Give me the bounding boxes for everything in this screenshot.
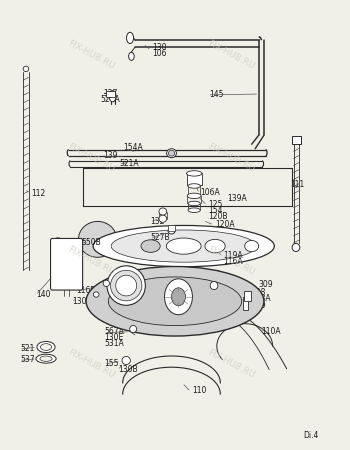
- Ellipse shape: [40, 356, 52, 361]
- FancyBboxPatch shape: [50, 238, 83, 290]
- Ellipse shape: [159, 215, 167, 222]
- Ellipse shape: [129, 52, 134, 60]
- Text: 148: 148: [251, 288, 265, 297]
- Text: 527A: 527A: [100, 95, 120, 104]
- Text: 119A: 119A: [223, 251, 243, 260]
- Ellipse shape: [107, 266, 145, 305]
- Circle shape: [164, 279, 193, 315]
- Text: Di.4: Di.4: [303, 432, 318, 441]
- Ellipse shape: [188, 184, 201, 188]
- Ellipse shape: [78, 221, 117, 257]
- Text: 154: 154: [208, 206, 222, 215]
- Ellipse shape: [167, 149, 176, 158]
- Text: 119: 119: [98, 293, 112, 302]
- Ellipse shape: [86, 266, 264, 336]
- Ellipse shape: [127, 32, 133, 44]
- Text: 145: 145: [209, 90, 224, 99]
- Text: 154A: 154A: [124, 144, 143, 153]
- Circle shape: [172, 288, 186, 306]
- Ellipse shape: [111, 230, 256, 262]
- Ellipse shape: [187, 171, 202, 176]
- Ellipse shape: [103, 280, 110, 287]
- Ellipse shape: [93, 225, 274, 267]
- Text: 116B: 116B: [77, 286, 96, 295]
- Text: FIX-HUB.RU: FIX-HUB.RU: [66, 245, 116, 277]
- Bar: [168, 225, 175, 231]
- Text: FIX-HUB.RU: FIX-HUB.RU: [66, 38, 116, 71]
- Ellipse shape: [116, 275, 136, 296]
- Text: FIX-HUB.RU: FIX-HUB.RU: [206, 348, 256, 380]
- Text: 130: 130: [152, 43, 167, 52]
- Ellipse shape: [205, 239, 225, 253]
- Text: 537: 537: [20, 355, 35, 364]
- Ellipse shape: [23, 66, 29, 72]
- Text: n: n: [55, 236, 60, 243]
- Text: 140: 140: [36, 290, 51, 299]
- Ellipse shape: [36, 354, 56, 363]
- Text: FIX-HUB.RU: FIX-HUB.RU: [206, 142, 256, 174]
- Text: 112: 112: [32, 189, 46, 198]
- Text: 509: 509: [251, 301, 266, 310]
- Ellipse shape: [111, 270, 142, 301]
- Bar: [187, 173, 202, 184]
- Bar: [106, 91, 115, 97]
- Ellipse shape: [41, 344, 51, 351]
- Ellipse shape: [245, 240, 259, 252]
- Text: 106A: 106A: [200, 188, 220, 197]
- Text: 155: 155: [105, 359, 119, 368]
- Text: 527B: 527B: [150, 233, 170, 242]
- Text: 116: 116: [129, 275, 144, 284]
- Text: 550: 550: [213, 284, 227, 292]
- Ellipse shape: [130, 325, 136, 333]
- Ellipse shape: [108, 277, 241, 326]
- Text: 120: 120: [51, 259, 65, 268]
- Text: 521: 521: [20, 344, 34, 353]
- Text: 125: 125: [208, 200, 222, 209]
- Ellipse shape: [187, 193, 201, 198]
- Text: 132: 132: [150, 217, 165, 226]
- Bar: [292, 136, 301, 144]
- Text: 550B: 550B: [82, 238, 101, 247]
- Ellipse shape: [292, 243, 300, 252]
- Text: 120B: 120B: [208, 212, 227, 220]
- Text: 130B: 130B: [119, 365, 138, 374]
- Text: 567A: 567A: [105, 327, 125, 336]
- Ellipse shape: [188, 201, 200, 206]
- Text: FIX-HUB.RU: FIX-HUB.RU: [66, 348, 116, 380]
- Text: 139A: 139A: [227, 194, 247, 203]
- Ellipse shape: [166, 238, 201, 254]
- Text: 113: 113: [206, 270, 221, 279]
- Text: 106: 106: [152, 49, 167, 58]
- Ellipse shape: [109, 90, 116, 102]
- Text: 110A: 110A: [261, 327, 281, 336]
- Text: 111: 111: [290, 180, 304, 189]
- Text: FIX-HUB.RU: FIX-HUB.RU: [206, 245, 256, 277]
- Text: 148A: 148A: [251, 293, 271, 302]
- Bar: [243, 297, 248, 310]
- Text: 309: 309: [258, 280, 273, 289]
- Ellipse shape: [93, 292, 99, 297]
- Ellipse shape: [37, 342, 55, 353]
- Bar: [244, 292, 251, 301]
- Ellipse shape: [159, 208, 167, 215]
- Text: 116A: 116A: [223, 257, 243, 266]
- Text: 130E: 130E: [105, 333, 124, 342]
- Text: FIX-HUB.RU: FIX-HUB.RU: [206, 38, 256, 71]
- Ellipse shape: [141, 240, 160, 252]
- Text: FIX-HUB.RU: FIX-HUB.RU: [66, 142, 116, 174]
- Text: 531A: 531A: [105, 339, 124, 348]
- Ellipse shape: [210, 282, 218, 290]
- Ellipse shape: [188, 208, 200, 212]
- Text: 130L: 130L: [72, 297, 91, 306]
- Text: 521A: 521A: [119, 158, 139, 167]
- Text: 139: 139: [104, 151, 118, 160]
- Text: 110: 110: [192, 387, 206, 396]
- Text: 120A: 120A: [215, 220, 235, 229]
- Text: 127: 127: [104, 89, 118, 98]
- Ellipse shape: [168, 228, 175, 234]
- Ellipse shape: [168, 150, 175, 156]
- Text: 320: 320: [129, 269, 144, 278]
- Ellipse shape: [122, 356, 131, 365]
